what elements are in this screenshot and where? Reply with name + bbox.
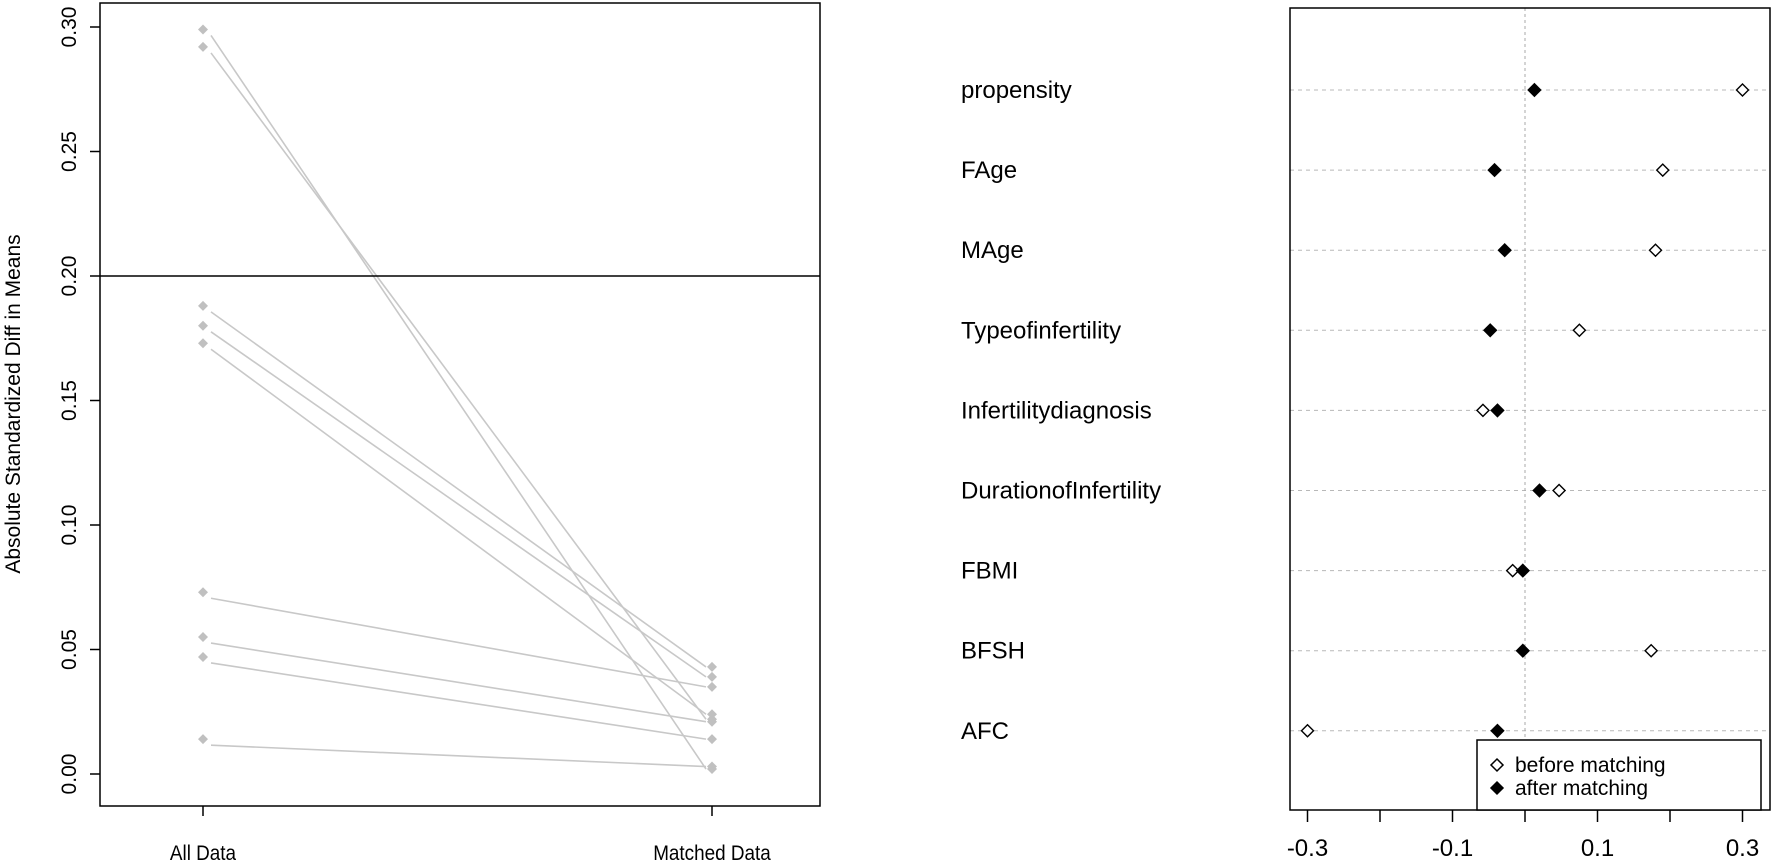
covariate-label: Typeofinfertility [961, 317, 1121, 344]
covariate-label: FAge [961, 157, 1017, 184]
after-matching-point [1482, 323, 1498, 338]
covariate-label: MAge [961, 237, 1024, 264]
right-love-plot: propensity FAge MAge Typeofinfertility Infer… [961, 7, 1771, 862]
before-matching-point [1644, 643, 1659, 658]
legend-marker-before [1489, 757, 1505, 773]
covariate-label: DurationofInfertility [961, 478, 1161, 505]
matched-data-point [707, 709, 717, 720]
series-line [210, 311, 707, 668]
left-y-axis-label: Absolute Standardized Diff in Means [2, 234, 25, 573]
left-series-lines [210, 35, 707, 770]
legend-label-after: after matching [1515, 777, 1648, 800]
left-balance-plot: 0.00 0.05 0.10 0.15 0.20 0.25 0.30 All Data Mat… [2, 2, 821, 864]
after-matching-point [1515, 643, 1531, 658]
y-tick-label: 0.05 [58, 629, 81, 670]
matched-data-point [707, 661, 717, 672]
after-matching-point [1515, 563, 1531, 578]
covariate-label: Infertilitydiagnosis [961, 397, 1152, 424]
before-matching-point [1300, 723, 1315, 738]
all-data-point [198, 24, 208, 35]
matched-data-point [707, 761, 717, 772]
y-tick-label: 0.30 [58, 7, 81, 48]
all-data-point [198, 651, 208, 662]
y-tick-label: 0.00 [58, 754, 81, 795]
after-matching-point [1490, 403, 1505, 418]
right-plot-frame [1289, 7, 1771, 811]
legend: before matching after matching [1476, 739, 1762, 811]
all-data-point [198, 320, 208, 331]
left-series-points [198, 24, 717, 775]
x-tick-label: All Data [170, 842, 237, 864]
series-line [210, 662, 707, 740]
x-tick-label: Matched Data [653, 842, 771, 864]
matched-data-point [707, 734, 717, 745]
all-data-point [198, 632, 208, 643]
series-line [210, 597, 707, 688]
before-matching-point [1505, 563, 1520, 578]
x-tick-label: 0.3 [1726, 835, 1759, 862]
before-matching-point [1552, 483, 1567, 498]
after-matching-point [1532, 483, 1547, 498]
series-line [210, 642, 707, 723]
left-plot-frame [99, 2, 821, 807]
series-line [210, 35, 707, 770]
y-tick-label: 0.15 [58, 380, 81, 421]
right-x-axis: -0.3 -0.1 0.1 0.3 [1287, 810, 1759, 862]
covariate-label: BFSH [961, 638, 1025, 665]
after-matching-point [1490, 723, 1505, 739]
series-line [210, 52, 707, 720]
after-matching-point [1497, 242, 1512, 258]
matched-data-point [707, 681, 717, 692]
all-data-point [198, 587, 208, 598]
before-matching-point [1655, 163, 1670, 178]
y-tick-label: 0.10 [58, 505, 81, 546]
before-matching-point [1572, 323, 1587, 338]
after-matching-point [1487, 162, 1502, 178]
left-y-axis: 0.00 0.05 0.10 0.15 0.20 0.25 0.30 [58, 7, 100, 795]
series-line [210, 744, 707, 768]
legend-label-before: before matching [1515, 754, 1666, 777]
after-matching-point [1527, 82, 1542, 98]
covariate-label: FBMI [961, 558, 1018, 585]
before-matching-points [1300, 83, 1750, 738]
covariate-label: propensity [961, 77, 1072, 104]
matched-data-point [707, 716, 717, 727]
before-matching-point [1648, 243, 1663, 258]
series-line [210, 331, 707, 678]
matched-data-point [707, 671, 717, 682]
legend-marker-after [1489, 780, 1505, 796]
after-matching-points [1482, 82, 1547, 739]
x-tick-label: -0.1 [1432, 835, 1473, 862]
x-tick-label: 0.1 [1581, 835, 1614, 862]
left-x-axis: All Data Matched Data [170, 806, 772, 864]
all-data-point [198, 300, 208, 311]
right-grid-lines [1290, 89, 1770, 732]
all-data-point [198, 338, 208, 349]
all-data-point [198, 41, 208, 52]
y-tick-label: 0.25 [58, 131, 81, 172]
series-line [210, 348, 707, 715]
legend-box [1476, 739, 1762, 811]
covariate-labels: propensity FAge MAge Typeofinfertility Infer… [961, 77, 1161, 745]
before-matching-point [1735, 83, 1750, 97]
covariate-label: AFC [961, 718, 1009, 745]
y-tick-label: 0.20 [58, 256, 81, 297]
before-matching-point [1475, 403, 1490, 418]
all-data-point [198, 734, 208, 745]
x-tick-label: -0.3 [1287, 835, 1328, 862]
